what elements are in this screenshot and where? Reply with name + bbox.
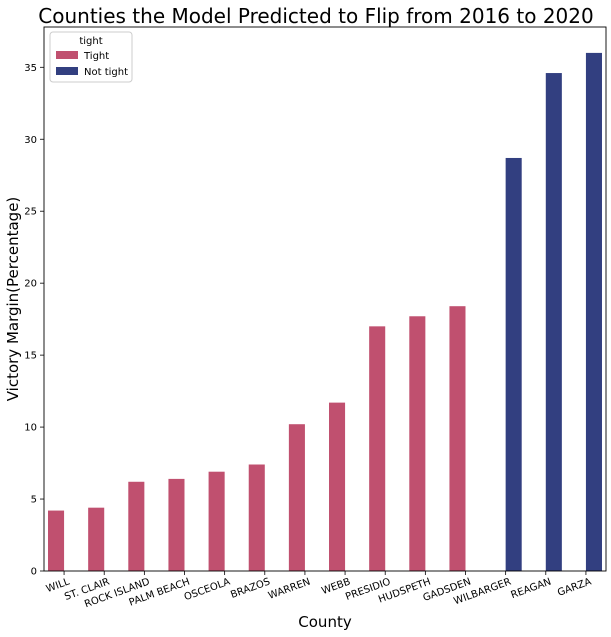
bar-wilbarger <box>505 157 522 571</box>
bar-reagan <box>545 73 562 572</box>
bar-osceola <box>208 471 225 571</box>
bar-st-clair <box>88 507 105 571</box>
x-tick-label: WARREN <box>267 576 312 601</box>
bar-webb <box>329 402 346 571</box>
legend-title: tight <box>79 36 102 47</box>
bar-rock-island <box>128 481 145 571</box>
bar-brazos <box>248 464 265 571</box>
x-tick-label: BRAZOS <box>229 576 272 600</box>
bar-garza <box>585 52 602 571</box>
bar-warren <box>288 424 305 571</box>
legend: tight Tight Not tight <box>49 31 133 83</box>
x-tick-label: REAGAN <box>510 576 553 601</box>
y-tick-label: 20 <box>24 279 37 290</box>
y-tick-label: 5 <box>31 495 37 506</box>
y-tick-label: 0 <box>31 567 37 578</box>
legend-label-not-tight: Not tight <box>84 67 128 78</box>
plot-frame <box>43 26 607 572</box>
x-tick-label: OSCEOLA <box>183 576 232 603</box>
y-tick-label: 15 <box>24 351 37 362</box>
legend-label-tight: Tight <box>83 51 109 62</box>
bar-palm-beach <box>168 478 185 571</box>
bar-will <box>48 510 65 571</box>
legend-swatch-tight <box>56 51 78 59</box>
bars-group <box>48 52 602 572</box>
y-axis: 0 5 10 15 20 25 30 35 <box>24 63 44 578</box>
legend-swatch-not-tight <box>56 67 78 75</box>
bar-presidio <box>369 326 386 571</box>
bar-hudspeth <box>409 316 426 571</box>
y-tick-label: 10 <box>24 423 37 434</box>
x-axis-title: County <box>298 613 352 631</box>
bar-gadsden <box>449 306 466 571</box>
y-tick-label: 35 <box>24 63 37 74</box>
y-axis-title: Victory Margin(Percentage) <box>4 197 22 402</box>
y-tick-label: 30 <box>24 135 37 146</box>
chart-title: Counties the Model Predicted to Flip fro… <box>38 4 593 28</box>
y-tick-label: 25 <box>24 207 37 218</box>
x-tick-label: GARZA <box>556 576 593 598</box>
